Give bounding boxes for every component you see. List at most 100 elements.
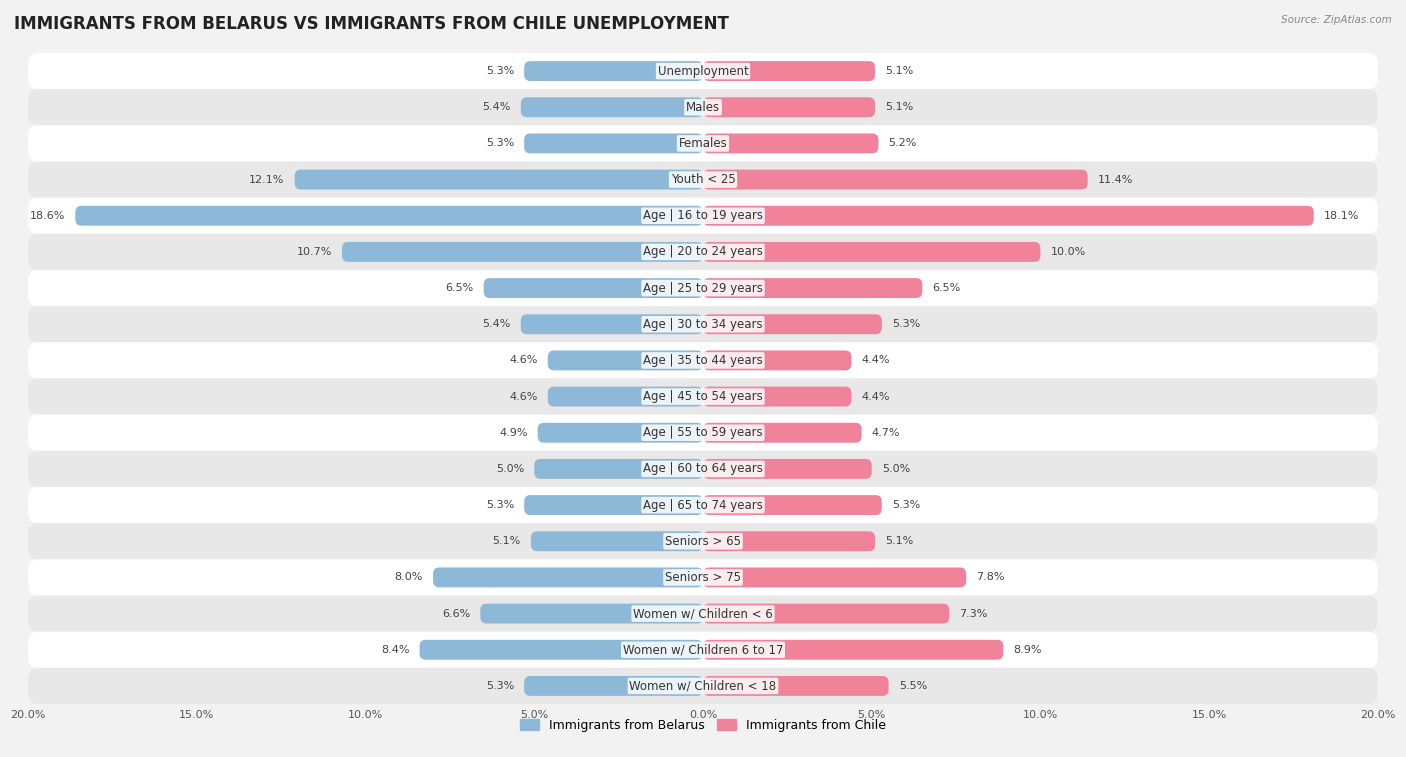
Text: Source: ZipAtlas.com: Source: ZipAtlas.com: [1281, 15, 1392, 25]
FancyBboxPatch shape: [28, 198, 1378, 234]
Text: 18.6%: 18.6%: [30, 210, 65, 221]
FancyBboxPatch shape: [28, 53, 1378, 89]
Text: 8.9%: 8.9%: [1014, 645, 1042, 655]
Text: 7.8%: 7.8%: [976, 572, 1005, 582]
FancyBboxPatch shape: [28, 631, 1378, 668]
Text: Age | 65 to 74 years: Age | 65 to 74 years: [643, 499, 763, 512]
Text: 5.3%: 5.3%: [486, 139, 515, 148]
Text: 10.0%: 10.0%: [1050, 247, 1085, 257]
FancyBboxPatch shape: [28, 234, 1378, 270]
FancyBboxPatch shape: [703, 495, 882, 515]
FancyBboxPatch shape: [481, 603, 703, 624]
FancyBboxPatch shape: [28, 668, 1378, 704]
Text: 5.4%: 5.4%: [482, 102, 510, 112]
FancyBboxPatch shape: [703, 568, 966, 587]
Text: 6.5%: 6.5%: [446, 283, 474, 293]
Text: 5.5%: 5.5%: [898, 681, 927, 691]
FancyBboxPatch shape: [28, 270, 1378, 306]
FancyBboxPatch shape: [703, 242, 1040, 262]
Text: 4.4%: 4.4%: [862, 356, 890, 366]
FancyBboxPatch shape: [703, 314, 882, 334]
FancyBboxPatch shape: [28, 378, 1378, 415]
FancyBboxPatch shape: [28, 161, 1378, 198]
Text: 5.0%: 5.0%: [496, 464, 524, 474]
FancyBboxPatch shape: [703, 640, 1004, 659]
FancyBboxPatch shape: [534, 459, 703, 479]
FancyBboxPatch shape: [295, 170, 703, 189]
FancyBboxPatch shape: [524, 676, 703, 696]
Text: Seniors > 65: Seniors > 65: [665, 534, 741, 548]
FancyBboxPatch shape: [531, 531, 703, 551]
FancyBboxPatch shape: [524, 61, 703, 81]
FancyBboxPatch shape: [484, 278, 703, 298]
Text: IMMIGRANTS FROM BELARUS VS IMMIGRANTS FROM CHILE UNEMPLOYMENT: IMMIGRANTS FROM BELARUS VS IMMIGRANTS FR…: [14, 15, 728, 33]
Legend: Immigrants from Belarus, Immigrants from Chile: Immigrants from Belarus, Immigrants from…: [515, 714, 891, 737]
FancyBboxPatch shape: [703, 603, 949, 624]
FancyBboxPatch shape: [703, 278, 922, 298]
FancyBboxPatch shape: [28, 89, 1378, 126]
FancyBboxPatch shape: [703, 61, 875, 81]
FancyBboxPatch shape: [28, 559, 1378, 596]
FancyBboxPatch shape: [703, 531, 875, 551]
Text: Women w/ Children < 18: Women w/ Children < 18: [630, 680, 776, 693]
FancyBboxPatch shape: [28, 523, 1378, 559]
FancyBboxPatch shape: [703, 459, 872, 479]
Text: Women w/ Children < 6: Women w/ Children < 6: [633, 607, 773, 620]
Text: Age | 55 to 59 years: Age | 55 to 59 years: [643, 426, 763, 439]
FancyBboxPatch shape: [28, 415, 1378, 451]
Text: Age | 25 to 29 years: Age | 25 to 29 years: [643, 282, 763, 294]
FancyBboxPatch shape: [548, 387, 703, 407]
Text: Age | 16 to 19 years: Age | 16 to 19 years: [643, 209, 763, 223]
Text: 6.5%: 6.5%: [932, 283, 960, 293]
Text: 5.3%: 5.3%: [486, 500, 515, 510]
Text: 4.7%: 4.7%: [872, 428, 900, 438]
Text: Youth < 25: Youth < 25: [671, 173, 735, 186]
Text: 8.4%: 8.4%: [381, 645, 409, 655]
Text: Seniors > 75: Seniors > 75: [665, 571, 741, 584]
FancyBboxPatch shape: [28, 126, 1378, 161]
FancyBboxPatch shape: [524, 495, 703, 515]
Text: Females: Females: [679, 137, 727, 150]
Text: 4.6%: 4.6%: [509, 356, 537, 366]
FancyBboxPatch shape: [703, 133, 879, 154]
Text: 5.4%: 5.4%: [482, 319, 510, 329]
Text: 5.1%: 5.1%: [492, 536, 520, 547]
FancyBboxPatch shape: [703, 423, 862, 443]
Text: Unemployment: Unemployment: [658, 64, 748, 77]
Text: 5.1%: 5.1%: [886, 66, 914, 76]
Text: 5.3%: 5.3%: [486, 66, 515, 76]
Text: 5.0%: 5.0%: [882, 464, 910, 474]
FancyBboxPatch shape: [76, 206, 703, 226]
FancyBboxPatch shape: [703, 387, 852, 407]
Text: Age | 60 to 64 years: Age | 60 to 64 years: [643, 463, 763, 475]
Text: 5.1%: 5.1%: [886, 102, 914, 112]
Text: Age | 45 to 54 years: Age | 45 to 54 years: [643, 390, 763, 403]
FancyBboxPatch shape: [537, 423, 703, 443]
FancyBboxPatch shape: [28, 596, 1378, 631]
FancyBboxPatch shape: [28, 306, 1378, 342]
Text: 8.0%: 8.0%: [395, 572, 423, 582]
FancyBboxPatch shape: [28, 451, 1378, 487]
Text: 4.4%: 4.4%: [862, 391, 890, 401]
Text: 12.1%: 12.1%: [249, 175, 284, 185]
FancyBboxPatch shape: [703, 98, 875, 117]
FancyBboxPatch shape: [520, 98, 703, 117]
FancyBboxPatch shape: [28, 342, 1378, 378]
FancyBboxPatch shape: [703, 170, 1088, 189]
Text: 4.9%: 4.9%: [499, 428, 527, 438]
FancyBboxPatch shape: [524, 133, 703, 154]
Text: 5.3%: 5.3%: [486, 681, 515, 691]
Text: 4.6%: 4.6%: [509, 391, 537, 401]
Text: 11.4%: 11.4%: [1098, 175, 1133, 185]
Text: Males: Males: [686, 101, 720, 114]
Text: 5.1%: 5.1%: [886, 536, 914, 547]
Text: 5.2%: 5.2%: [889, 139, 917, 148]
FancyBboxPatch shape: [419, 640, 703, 659]
FancyBboxPatch shape: [703, 206, 1313, 226]
FancyBboxPatch shape: [28, 487, 1378, 523]
FancyBboxPatch shape: [548, 350, 703, 370]
Text: 10.7%: 10.7%: [297, 247, 332, 257]
FancyBboxPatch shape: [342, 242, 703, 262]
FancyBboxPatch shape: [703, 350, 852, 370]
Text: Age | 30 to 34 years: Age | 30 to 34 years: [643, 318, 763, 331]
